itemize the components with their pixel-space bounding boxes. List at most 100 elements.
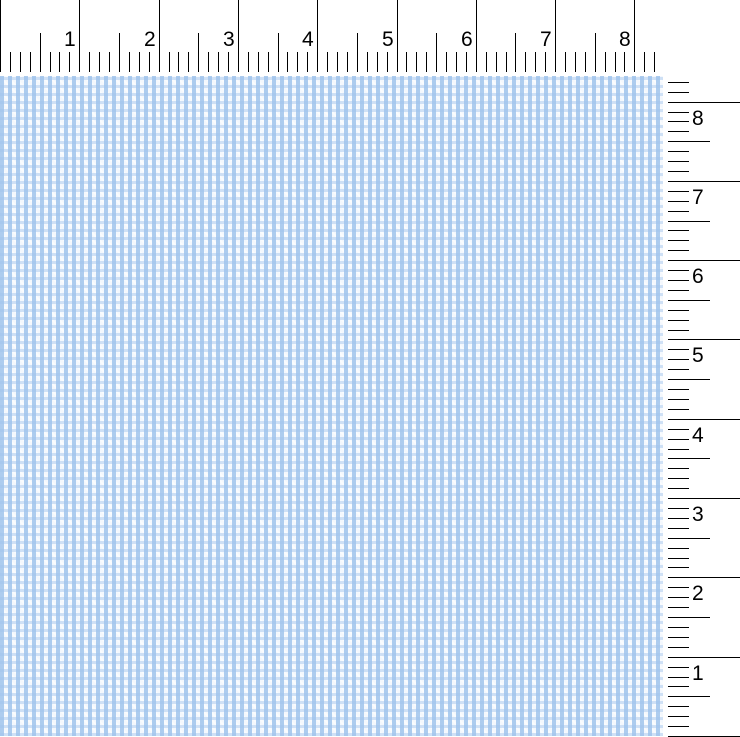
ruler-tick-eighth — [668, 349, 689, 350]
ruler-tick-half — [668, 300, 710, 301]
ruler-tick-eighth — [668, 230, 689, 231]
ruler-tick-eighth — [268, 52, 269, 72]
ruler-tick-major — [79, 0, 80, 72]
ruler-label: 2 — [692, 582, 704, 605]
ruler-tick-eighth — [347, 52, 348, 72]
ruler-tick-eighth — [668, 359, 689, 360]
ruler-tick-half — [668, 696, 710, 697]
ruler-tick-major — [668, 419, 740, 420]
ruler-tick-eighth — [668, 567, 689, 568]
ruler-tick-eighth — [307, 52, 308, 72]
ruler-label: 4 — [692, 424, 704, 447]
ruler-tick-major — [634, 0, 635, 72]
ruler-tick-eighth — [668, 399, 689, 400]
ruler-tick-eighth — [208, 52, 209, 72]
ruler-tick-eighth — [668, 726, 689, 727]
ruler-tick-eighth — [668, 667, 689, 668]
ruler-tick-eighth — [30, 52, 31, 72]
ruler-tick-eighth — [486, 52, 487, 72]
ruler-tick-half — [668, 141, 710, 142]
ruler-tick-eighth — [416, 52, 417, 72]
ruler-tick-eighth — [99, 52, 100, 72]
ruler-tick-eighth — [377, 52, 378, 72]
ruler-tick-eighth — [496, 52, 497, 72]
ruler-tick-eighth — [585, 52, 586, 72]
ruler-tick-major — [668, 260, 740, 261]
ruler-tick-eighth — [565, 52, 566, 72]
ruler-label: 2 — [144, 28, 156, 51]
ruler-tick-eighth — [668, 270, 689, 271]
ruler-tick-eighth — [367, 52, 368, 72]
ruler-label: 7 — [540, 28, 552, 51]
ruler-tick-eighth — [668, 389, 689, 390]
ruler-tick-eighth — [668, 587, 689, 588]
ruler-tick-eighth — [668, 92, 689, 93]
ruler-tick-half — [357, 33, 358, 72]
ruler-tick-eighth — [575, 52, 576, 72]
fabric-swatch — [0, 76, 663, 736]
ruler-tick-major — [238, 0, 239, 72]
ruler-tick-eighth — [545, 52, 546, 72]
ruler-tick-major — [555, 0, 556, 72]
ruler-tick-eighth — [506, 52, 507, 72]
ruler-tick-eighth — [327, 52, 328, 72]
ruler-tick-eighth — [89, 52, 90, 72]
ruler-tick-eighth — [668, 627, 689, 628]
ruler-tick-eighth — [50, 52, 51, 72]
ruler-label: 3 — [223, 28, 235, 51]
ruler-tick-half — [668, 458, 710, 459]
ruler-tick-eighth — [668, 686, 689, 687]
ruler-tick-eighth — [129, 52, 130, 72]
ruler-tick-half — [595, 33, 596, 72]
ruler-tick-eighth — [149, 52, 150, 72]
ruler-tick-eighth — [668, 449, 689, 450]
ruler-tick-eighth — [668, 82, 689, 83]
ruler-tick-eighth — [668, 131, 689, 132]
right-ruler: 8 7 6 5 4 3 2 1 — [666, 76, 740, 737]
ruler-tick-eighth — [109, 52, 110, 72]
ruler-tick-eighth — [668, 280, 689, 281]
ruler-tick-eighth — [668, 151, 689, 152]
ruler-tick-eighth — [456, 52, 457, 72]
ruler-tick-major — [668, 102, 740, 103]
ruler-label: 5 — [692, 344, 704, 367]
ruler-tick-half — [436, 33, 437, 72]
ruler-tick-eighth — [668, 518, 689, 519]
ruler-tick-eighth — [668, 439, 689, 440]
ruler-tick-eighth — [668, 488, 689, 489]
ruler-tick-eighth — [668, 171, 689, 172]
ruler-tick-eighth — [668, 369, 689, 370]
ruler-tick-half — [198, 33, 199, 72]
ruler-tick-eighth — [668, 647, 689, 648]
ruler-tick-eighth — [426, 52, 427, 72]
ruler-tick-eighth — [387, 52, 388, 72]
ruler-tick-eighth — [615, 52, 616, 72]
ruler-tick-eighth — [668, 597, 689, 598]
ruler-tick-eighth — [297, 52, 298, 72]
ruler-tick-eighth — [668, 677, 689, 678]
ruler-label: 5 — [382, 28, 394, 51]
ruler-tick-eighth — [668, 310, 689, 311]
ruler-tick-eighth — [228, 52, 229, 72]
ruler-tick-major — [668, 498, 740, 499]
ruler-tick-eighth — [20, 52, 21, 72]
ruler-tick-eighth — [644, 52, 645, 72]
ruler-tick-eighth — [605, 52, 606, 72]
ruler-tick-eighth — [10, 52, 11, 72]
ruler-label: 8 — [692, 107, 704, 130]
ruler-tick-eighth — [668, 478, 689, 479]
ruler-tick-eighth — [668, 290, 689, 291]
ruler-tick-eighth — [535, 52, 536, 72]
ruler-tick-eighth — [248, 52, 249, 72]
ruler-tick-half — [119, 33, 120, 72]
ruler-tick-eighth — [188, 52, 189, 72]
ruler-tick-eighth — [624, 52, 625, 72]
ruler-label: 3 — [692, 503, 704, 526]
ruler-tick-eighth — [287, 52, 288, 72]
ruler-tick-major — [668, 181, 740, 182]
ruler-tick-half — [668, 221, 710, 222]
ruler-tick-half — [40, 33, 41, 72]
ruler-tick-eighth — [169, 52, 170, 72]
ruler-tick-eighth — [668, 716, 689, 717]
ruler-tick-eighth — [668, 112, 689, 113]
